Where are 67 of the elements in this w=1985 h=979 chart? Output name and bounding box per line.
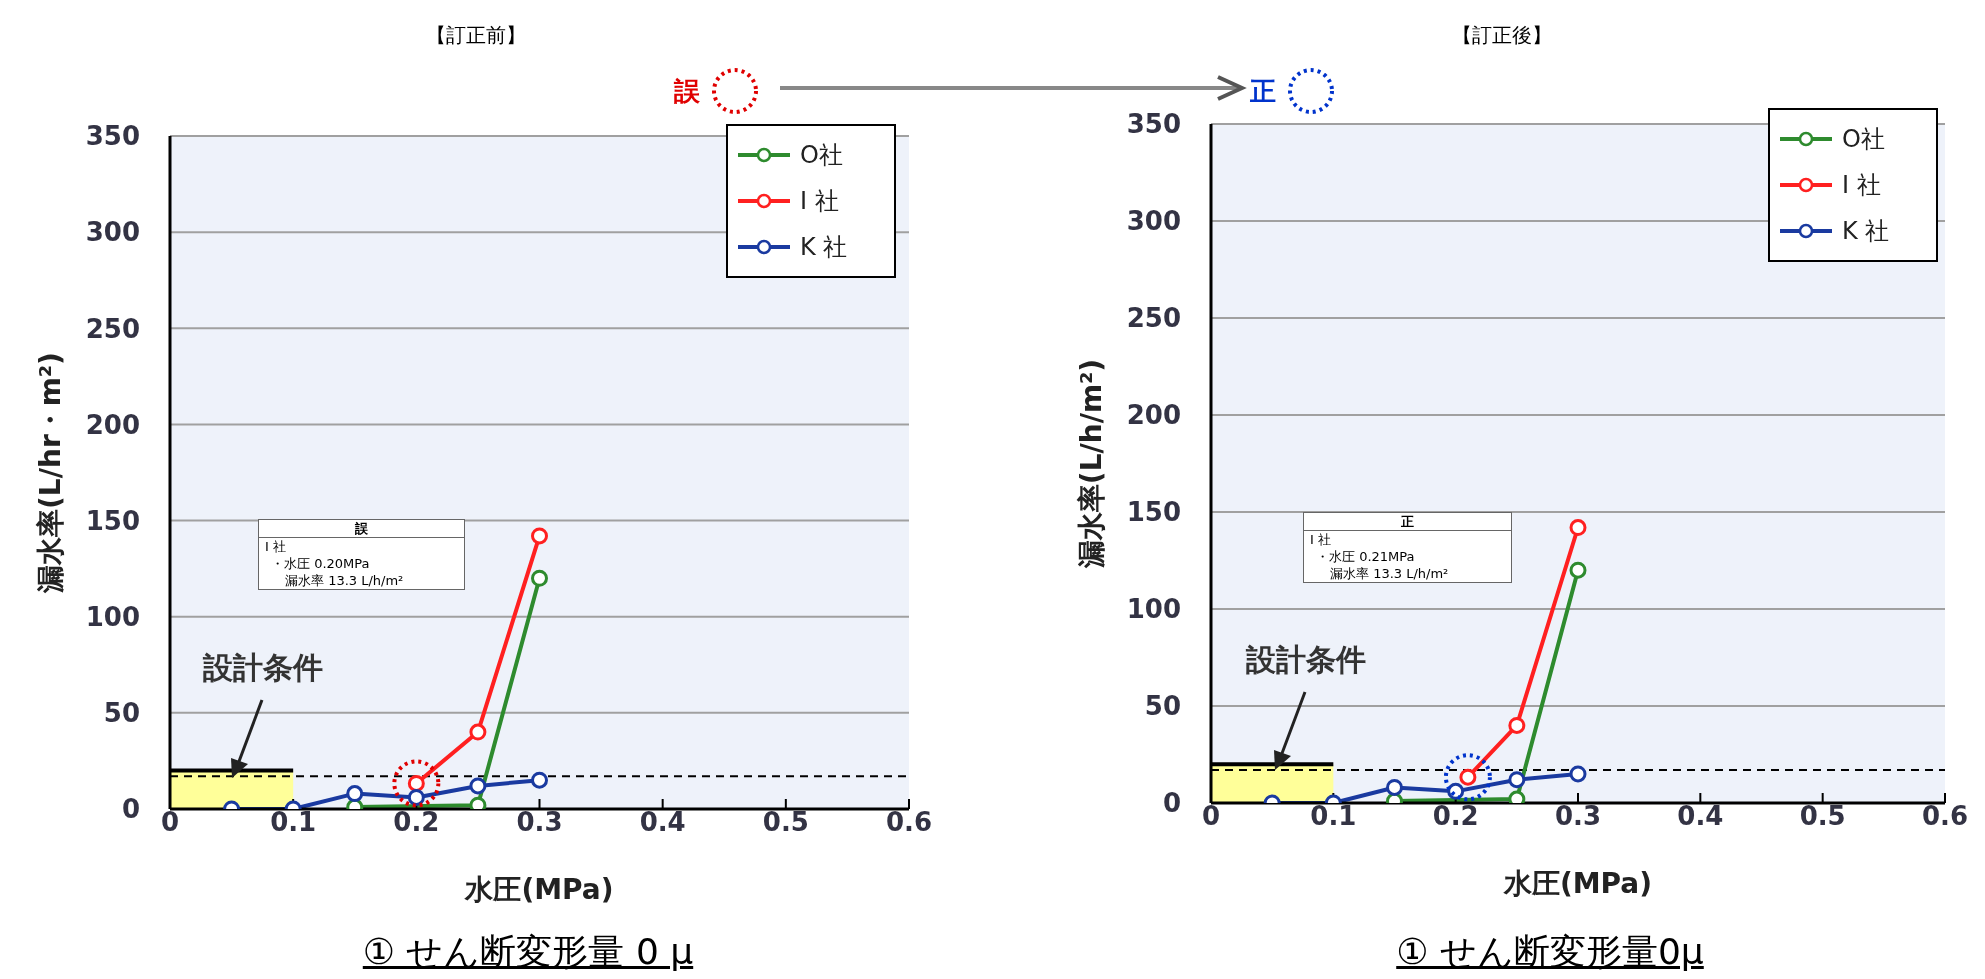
annotation: 設計条件 — [1246, 641, 1366, 679]
legend-label: O社 — [1842, 124, 1885, 155]
y-tick-label: 100 — [85, 601, 140, 632]
annotation: 漏水率 13.3 L/h/m² — [1329, 565, 1450, 582]
y-tick-label: 250 — [85, 313, 140, 344]
point — [469, 723, 487, 741]
y-axis-title: 漏水率(L/hr・m²) — [33, 352, 67, 594]
chart-title: 【訂正後】 — [1451, 22, 1553, 49]
y-tick-label: 350 — [1126, 109, 1181, 140]
annotation: ・水圧 0.20MPa — [270, 555, 371, 572]
text: 誤 — [674, 75, 700, 108]
text: ① せん断変形量0μ — [1396, 931, 1704, 972]
y-tick-label: 300 — [85, 217, 140, 248]
y-axis-title: 漏水率(L/h/m²) — [1074, 358, 1108, 570]
y-tick-label: 200 — [85, 409, 140, 440]
y-tick-label: 200 — [1126, 400, 1181, 431]
x-axis-title: 水圧(MPa) — [1502, 867, 1653, 900]
x-axis-title: 水圧(MPa) — [464, 873, 614, 906]
point — [346, 785, 364, 803]
x-tick-label: 0.6 — [885, 807, 933, 838]
y-tick-label: 50 — [1144, 691, 1181, 722]
y-tick-label: 300 — [1126, 206, 1181, 237]
point — [407, 788, 425, 806]
x-tick-label: 0 — [1201, 801, 1221, 832]
x-tick-label: 0.3 — [516, 807, 563, 838]
point — [1508, 771, 1526, 789]
point — [1386, 778, 1403, 796]
y-tick-label: 150 — [85, 505, 140, 536]
annotation: 誤 — [259, 520, 464, 538]
legend-label: K 社 — [800, 232, 848, 263]
point — [469, 777, 487, 795]
point — [1569, 561, 1587, 579]
annotation: 漏水率 13.3 L/h/m² — [284, 572, 405, 589]
point — [1569, 519, 1587, 537]
x-tick-label: 0.3 — [1554, 801, 1602, 832]
annotation: ・水圧 0.21MPa — [1315, 548, 1416, 565]
x-tick-label: 0.4 — [639, 807, 686, 838]
point — [531, 527, 548, 545]
annotation: 正 — [1304, 513, 1511, 531]
legend-label: I 社 — [800, 186, 839, 217]
annotation: 設計条件 — [203, 649, 323, 687]
legend-label: O社 — [800, 140, 843, 171]
text: ① せん断変形量 0 μ — [362, 931, 694, 972]
legend-label: I 社 — [1842, 170, 1881, 201]
x-tick-label: 0 — [160, 807, 180, 838]
x-tick-label: 0.5 — [762, 807, 809, 838]
y-tick-label: 150 — [1126, 497, 1181, 528]
text: 正 — [1250, 75, 1276, 108]
y-tick-label: 50 — [103, 698, 140, 729]
y-tick-label: 350 — [85, 121, 140, 152]
x-tick-label: 0.5 — [1799, 801, 1846, 832]
x-tick-label: 0.2 — [1432, 801, 1479, 832]
annotation: I 社 — [264, 538, 287, 555]
legend-label: K 社 — [1842, 216, 1890, 247]
x-tick-label: 0.6 — [1921, 801, 1969, 832]
point — [531, 771, 548, 789]
x-tick-label: 0.4 — [1677, 801, 1724, 832]
annotation: I 社 — [1309, 531, 1332, 548]
point — [1569, 765, 1587, 783]
x-tick-label: 0.2 — [393, 807, 440, 838]
y-tick-label: 100 — [1126, 594, 1181, 625]
x-tick-label: 0.1 — [1310, 801, 1357, 832]
x-tick-label: 0.1 — [270, 807, 317, 838]
point — [1508, 716, 1526, 734]
chart-title: 【訂正前】 — [425, 22, 527, 49]
y-tick-label: 250 — [1126, 303, 1181, 334]
point — [531, 569, 548, 587]
